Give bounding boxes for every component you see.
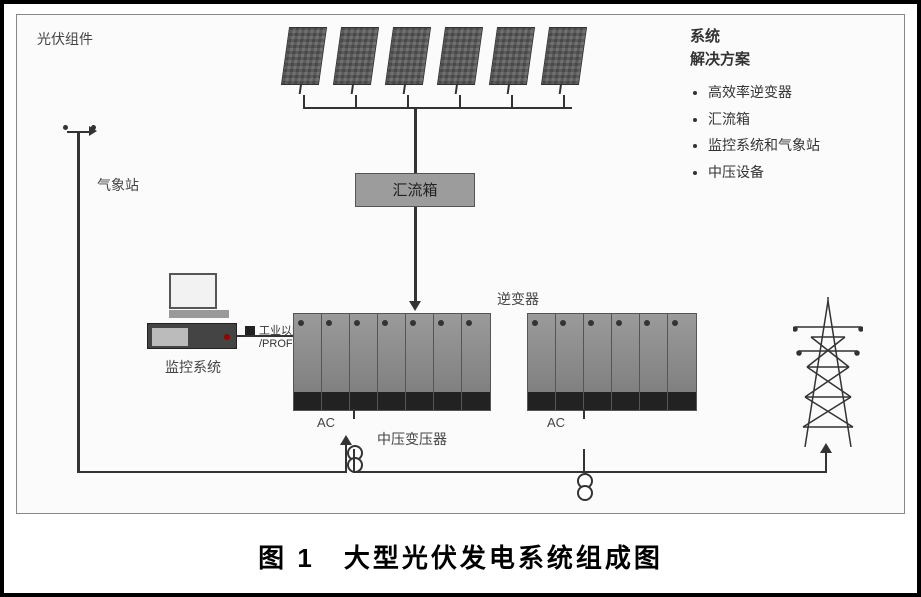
inverter-cabinet	[528, 314, 556, 410]
wire-ws-vert	[77, 243, 80, 473]
inverter-cabinet	[584, 314, 612, 410]
solar-panel-icon	[337, 27, 375, 85]
inverter-cabinet-group-2	[527, 313, 697, 411]
inverter-cabinet	[434, 314, 462, 410]
inverter-cabinet	[378, 314, 406, 410]
legend-title-1: 系统	[690, 25, 890, 46]
solar-panel-icon	[389, 27, 427, 85]
inverter-cabinet	[406, 314, 434, 410]
weather-station-icon	[77, 133, 80, 243]
weather-station-label: 气象站	[97, 175, 139, 195]
wire-inv1-to-xfmr	[353, 409, 355, 419]
pv-module-label: 光伏组件	[37, 29, 93, 49]
wire-panel-drop	[459, 95, 461, 109]
legend-item: 监控系统和气象站	[708, 132, 890, 159]
wire-panel-drop	[355, 95, 357, 109]
wire-ws-horiz	[77, 471, 347, 473]
inverter-cabinet	[668, 314, 696, 410]
diagram-area: 光伏组件 汇流箱 气象站	[16, 14, 905, 514]
ac-label-1: AC	[317, 415, 335, 430]
wire-panel-drop	[563, 95, 565, 109]
legend-list: 高效率逆变器汇流箱监控系统和气象站中压设备	[708, 79, 890, 185]
legend-title-2: 解决方案	[690, 48, 890, 69]
inverter-cabinet-group-1	[293, 313, 491, 411]
solar-panel-icon	[545, 27, 583, 85]
wire-to-tower	[825, 453, 827, 473]
solar-panel-icon	[441, 27, 479, 85]
wire-panel-drop	[511, 95, 513, 109]
inverter-cabinet	[350, 314, 378, 410]
legend-box: 系统 解决方案 高效率逆变器汇流箱监控系统和气象站中压设备	[690, 25, 890, 185]
ac-label-2: AC	[547, 415, 565, 430]
wire-combiner-to-inverter	[414, 207, 417, 301]
solar-panel-icon	[285, 27, 323, 85]
wire-xfmr1-down	[353, 449, 355, 473]
transformer-2-icon	[577, 473, 593, 501]
inverter-cabinet	[462, 314, 490, 410]
legend-item: 高效率逆变器	[708, 79, 890, 106]
wire-inv2-to-xfmr	[583, 409, 585, 419]
monitor-screen-icon	[169, 273, 229, 318]
wire-xfmr2-down	[583, 449, 585, 473]
transmission-tower-icon	[793, 297, 863, 447]
figure-container: 光伏组件 汇流箱 气象站	[0, 0, 921, 597]
transformer-label: 中压变压器	[377, 429, 447, 449]
inverter-label: 逆变器	[497, 289, 539, 309]
solar-panel-icon	[493, 27, 531, 85]
monitoring-label: 监控系统	[165, 357, 221, 377]
wire-monitor-to-inverter	[237, 335, 293, 337]
inverter-cabinet	[322, 314, 350, 410]
transformer-1-icon	[347, 445, 363, 473]
wire-bottom-bus	[353, 471, 827, 473]
inverter-cabinet	[640, 314, 668, 410]
wire-bus-to-combiner	[414, 107, 417, 173]
combiner-box: 汇流箱	[355, 173, 475, 207]
inverter-cabinet	[294, 314, 322, 410]
monitor-server-icon	[147, 323, 237, 349]
inverter-cabinet	[556, 314, 584, 410]
wire-panel-drop	[407, 95, 409, 109]
wire-panel-drop	[303, 95, 305, 109]
figure-caption: 图 1 大型光伏发电系统组成图	[4, 538, 917, 575]
wire-panel-bus	[304, 107, 572, 109]
legend-item: 中压设备	[708, 159, 890, 186]
inverter-cabinet	[612, 314, 640, 410]
legend-item: 汇流箱	[708, 106, 890, 133]
